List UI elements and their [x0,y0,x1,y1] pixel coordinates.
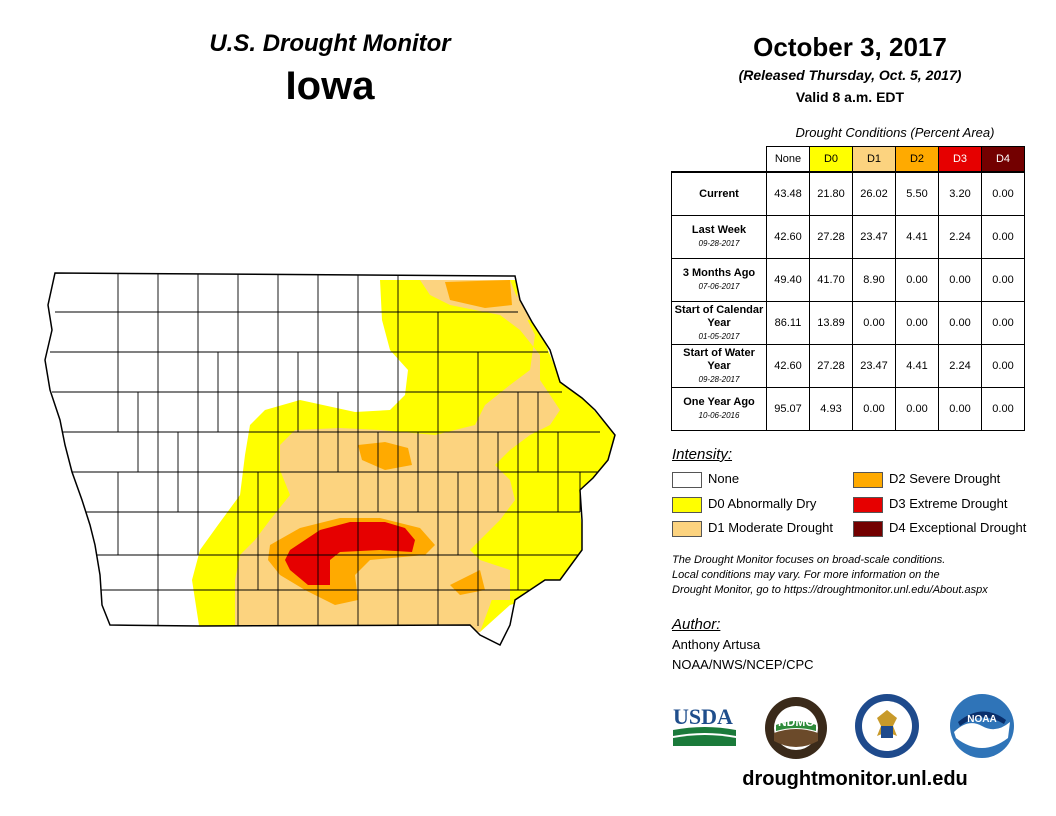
table-row: Start of Calendar Year 01-05-2017 86.11 1… [671,301,1025,345]
iowa-drought-map [44,272,616,647]
swatch [853,496,883,513]
col-header-d3: D3 [938,146,982,173]
col-header-none: None [766,146,810,173]
map-title: Iowa [285,64,375,108]
legend-item-d3: D3 Extreme Drought [853,496,1008,514]
disclaimer-note: The Drought Monitor focuses on broad-sca… [672,554,988,596]
svg-text:NOAA: NOAA [967,714,996,725]
row-label: Start of Calendar Year 01-05-2017 [671,301,767,345]
noaa-logo: NOAA [950,694,1014,758]
legend-item-d0: D0 Abnormally Dry [672,496,816,514]
row-label: 3 Months Ago 07-06-2017 [671,258,767,302]
legend-item-d2: D2 Severe Drought [853,471,1000,489]
author-name: Anthony Artusa [672,637,761,652]
table-row: One Year Ago 10-06-2016 95.07 4.93 0.00 0… [671,387,1025,431]
map-date: October 3, 2017 [753,32,947,62]
legend-item-none: None [672,471,739,489]
table-caption: Drought Conditions (Percent Area) [795,125,995,140]
author-org: NOAA/NWS/NCEP/CPC [672,657,814,672]
legend-title: Intensity: [672,446,733,463]
website-url[interactable]: droughtmonitor.unl.edu [742,768,968,790]
col-header-d4: D4 [981,146,1025,173]
map-subtitle: U.S. Drought Monitor [209,30,451,57]
commerce-seal-logo [855,694,919,758]
row-label: One Year Ago 10-06-2016 [671,387,767,431]
swatch [853,520,883,537]
author-title: Author: [672,616,721,633]
table-row: 3 Months Ago 07-06-2017 49.40 41.70 8.90 … [671,258,1025,302]
svg-text:USDA: USDA [673,704,733,729]
table-row: Start of Water Year 09-28-2017 42.60 27.2… [671,344,1025,388]
table-row: Current 43.48 21.80 26.02 5.50 3.20 0.00 [671,171,1025,216]
ndmc-logo: NDMC [765,697,827,759]
row-label: Last Week 09-28-2017 [671,215,767,259]
swatch [672,520,702,537]
svg-text:NDMC: NDMC [778,715,814,729]
state-outline [44,272,616,647]
legend-item-d1: D1 Moderate Drought [672,520,833,538]
swatch [672,471,702,488]
d3-region [285,522,415,585]
col-header-d1: D1 [852,146,896,173]
col-header-d0: D0 [809,146,853,173]
valid-time: Valid 8 a.m. EDT [795,89,905,105]
d2-region [445,280,512,308]
swatch [672,496,702,513]
usda-logo: USDA [673,704,736,746]
drought-conditions-table: None D0 D1 D2 D3 D4 Current 43.48 21.80 … [671,146,1025,431]
row-label: Current [671,171,767,216]
release-date: (Released Thursday, Oct. 5, 2017) [738,67,962,83]
col-header-d2: D2 [895,146,939,173]
table-row: Last Week 09-28-2017 42.60 27.28 23.47 4.… [671,215,1025,259]
legend-item-d4: D4 Exceptional Drought [853,520,1026,538]
swatch [853,471,883,488]
row-label: Start of Water Year 09-28-2017 [671,344,767,388]
